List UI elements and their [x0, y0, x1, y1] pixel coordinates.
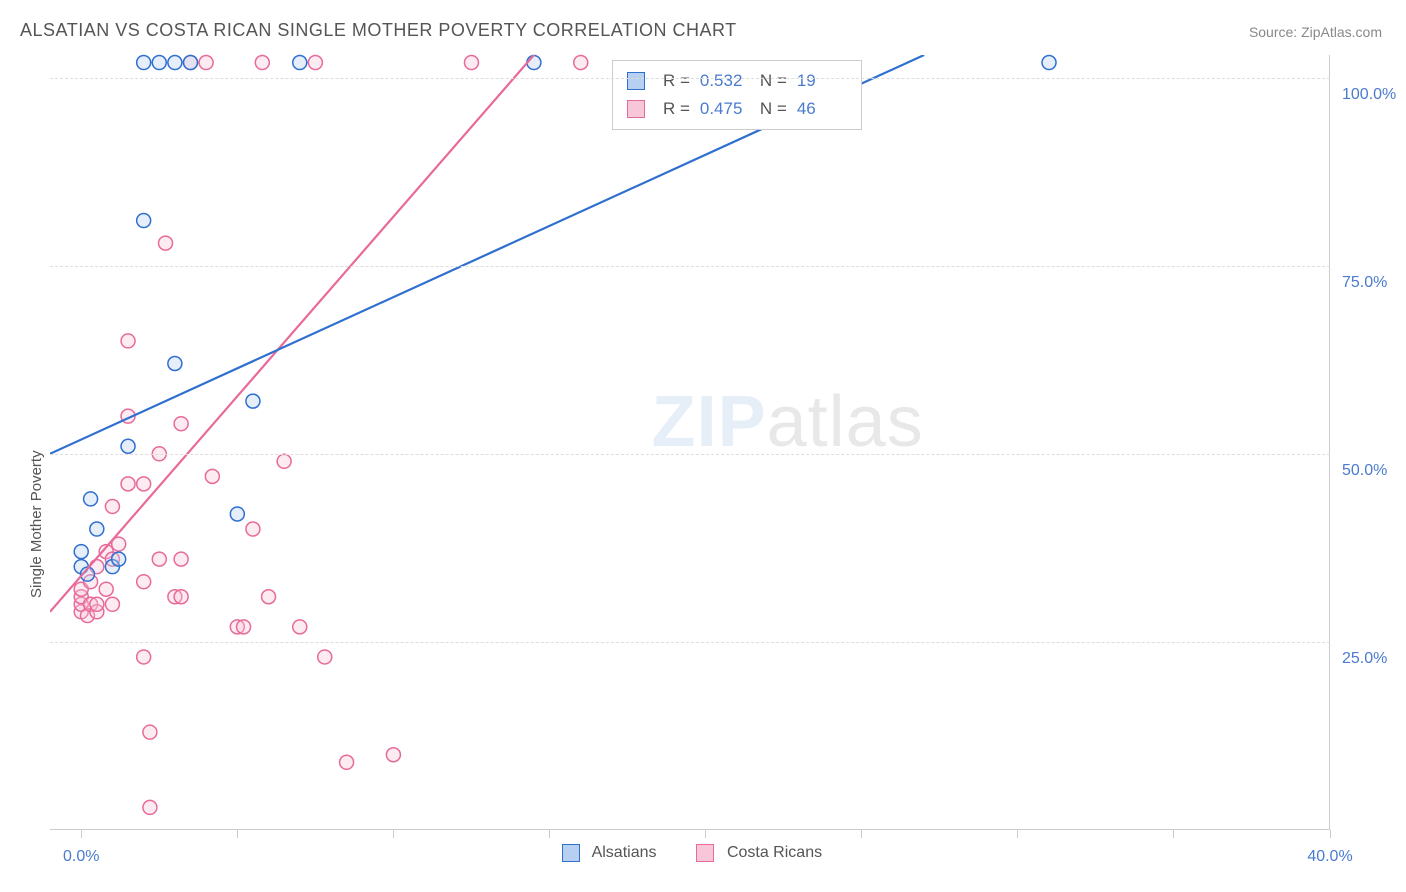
chart-svg [50, 55, 1330, 830]
data-point [152, 552, 166, 566]
data-point [137, 575, 151, 589]
legend-item-a: Alsatians [562, 844, 656, 862]
data-point [199, 56, 213, 70]
r-value-b: 0.475 [700, 95, 750, 123]
data-point [277, 454, 291, 468]
legend-label-a: Alsatians [592, 844, 657, 861]
legend-item-b: Costa Ricans [696, 844, 822, 862]
data-point [262, 590, 276, 604]
source-attribution: Source: ZipAtlas.com [1249, 24, 1382, 40]
x-tick [1330, 830, 1331, 838]
legend-bottom: Alsatians Costa Ricans [562, 844, 822, 862]
data-point [137, 650, 151, 664]
grid-line [50, 454, 1330, 455]
data-point [174, 552, 188, 566]
data-point [143, 725, 157, 739]
data-point [84, 492, 98, 506]
x-tick-label: 0.0% [63, 848, 99, 866]
plot-area: ZIPatlas R = 0.532 N = 19 R = 0.475 N = … [50, 55, 1330, 830]
r-label: R = [663, 67, 690, 95]
chart-title: ALSATIAN VS COSTA RICAN SINGLE MOTHER PO… [20, 20, 737, 41]
data-point [137, 56, 151, 70]
data-point [183, 56, 197, 70]
x-axis-line [50, 829, 1330, 830]
data-point [168, 356, 182, 370]
data-point [293, 56, 307, 70]
data-point [527, 56, 541, 70]
n-value-b: 46 [797, 95, 847, 123]
data-point [105, 499, 119, 513]
grid-line [50, 642, 1330, 643]
data-point [74, 545, 88, 559]
correlation-stat-box: R = 0.532 N = 19 R = 0.475 N = 46 [612, 60, 862, 130]
x-tick [1173, 830, 1174, 838]
data-point [1042, 56, 1056, 70]
data-point [121, 477, 135, 491]
data-point [143, 800, 157, 814]
data-point [318, 650, 332, 664]
y-axis-line [1329, 55, 1330, 830]
data-point [246, 394, 260, 408]
stat-row-b: R = 0.475 N = 46 [627, 95, 847, 123]
data-point [121, 439, 135, 453]
n-value-a: 19 [797, 67, 847, 95]
x-tick-label: 40.0% [1307, 848, 1352, 866]
n-label: N = [760, 95, 787, 123]
swatch-alsatians-icon [562, 844, 580, 862]
y-tick-label: 25.0% [1342, 650, 1387, 668]
y-tick-label: 75.0% [1342, 274, 1387, 292]
n-label: N = [760, 67, 787, 95]
swatch-alsatians-icon [627, 72, 645, 90]
x-tick [393, 830, 394, 838]
data-point [137, 214, 151, 228]
data-point [99, 582, 113, 596]
source-label: Source: [1249, 24, 1297, 40]
data-point [137, 477, 151, 491]
data-point [464, 56, 478, 70]
x-tick [81, 830, 82, 838]
grid-line [50, 266, 1330, 267]
data-point [237, 620, 251, 634]
data-point [255, 56, 269, 70]
legend-label-b: Costa Ricans [727, 844, 822, 861]
x-tick [1017, 830, 1018, 838]
data-point [308, 56, 322, 70]
stat-row-a: R = 0.532 N = 19 [627, 67, 847, 95]
data-point [246, 522, 260, 536]
grid-line [50, 78, 1330, 79]
data-point [121, 334, 135, 348]
data-point [112, 552, 126, 566]
data-point [90, 597, 104, 611]
data-point [230, 507, 244, 521]
data-point [205, 469, 219, 483]
data-point [159, 236, 173, 250]
data-point [168, 56, 182, 70]
x-tick [861, 830, 862, 838]
x-tick [705, 830, 706, 838]
swatch-costaricans-icon [696, 844, 714, 862]
data-point [174, 590, 188, 604]
data-point [386, 748, 400, 762]
swatch-costaricans-icon [627, 100, 645, 118]
y-tick-label: 50.0% [1342, 462, 1387, 480]
chart-container: ALSATIAN VS COSTA RICAN SINGLE MOTHER PO… [0, 0, 1406, 892]
data-point [340, 755, 354, 769]
data-point [293, 620, 307, 634]
y-axis-title: Single Mother Poverty [28, 450, 45, 598]
r-label: R = [663, 95, 690, 123]
x-tick [549, 830, 550, 838]
data-point [152, 56, 166, 70]
x-tick [237, 830, 238, 838]
data-point [105, 597, 119, 611]
r-value-a: 0.532 [700, 67, 750, 95]
data-point [574, 56, 588, 70]
y-tick-label: 100.0% [1342, 86, 1396, 104]
data-point [90, 522, 104, 536]
source-value: ZipAtlas.com [1301, 24, 1382, 40]
data-point [174, 417, 188, 431]
